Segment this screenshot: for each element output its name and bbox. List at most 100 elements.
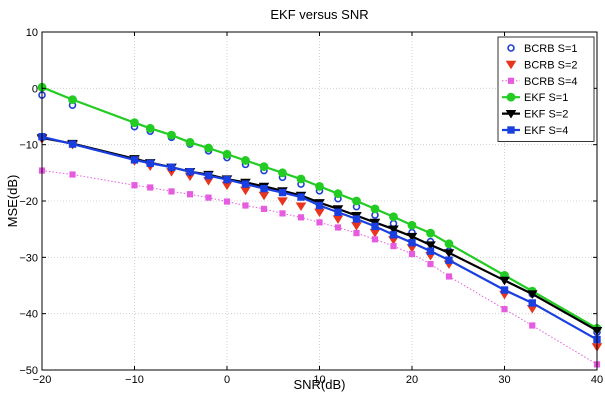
data-point	[388, 225, 399, 235]
legend-item: BCRB S=1	[507, 43, 578, 55]
chart-title: EKF versus SNR	[270, 7, 368, 22]
data-point	[145, 123, 155, 133]
data-point	[427, 260, 434, 268]
data-point	[131, 182, 138, 189]
data-point	[353, 230, 360, 237]
data-point	[186, 191, 194, 198]
data-point	[240, 186, 251, 196]
x-axis-label: SNR(dB)	[293, 377, 345, 392]
data-point	[68, 140, 77, 148]
data-point	[408, 238, 416, 247]
data-point	[241, 180, 250, 188]
x-tick-label: 30	[498, 374, 510, 386]
data-point	[147, 184, 154, 191]
data-point	[352, 196, 361, 206]
legend-label: EKF S=4	[524, 125, 568, 137]
data-point	[370, 204, 380, 214]
y-tick-label: −40	[19, 309, 38, 321]
data-point	[168, 188, 175, 195]
data-point	[443, 249, 455, 258]
data-point	[406, 232, 418, 242]
series-layer	[36, 82, 603, 368]
series-bcrb-s-4	[38, 167, 601, 368]
legend-label: BCRB S=1	[524, 43, 578, 55]
x-tick-label: 40	[591, 374, 603, 386]
y-tick-label: 0	[32, 83, 38, 95]
data-point	[167, 130, 176, 140]
data-point	[334, 224, 342, 231]
y-tick-label: −30	[19, 252, 38, 264]
data-point	[528, 299, 536, 307]
y-tick-label: −20	[19, 196, 38, 208]
data-point	[444, 239, 454, 249]
data-point	[185, 138, 195, 147]
data-point	[296, 174, 306, 184]
data-point	[529, 322, 536, 329]
data-point	[408, 250, 416, 258]
data-point	[445, 256, 453, 264]
legend-box	[497, 36, 595, 142]
data-point	[500, 286, 509, 294]
y-tick-label: −10	[19, 140, 38, 152]
data-point	[316, 219, 323, 226]
y-tick-label: 10	[26, 27, 38, 39]
legend-label: BCRB S=2	[524, 59, 578, 71]
data-point	[278, 168, 287, 178]
data-point	[314, 208, 325, 218]
data-point	[130, 156, 139, 164]
data-point	[69, 171, 76, 178]
series-ekf-s-4	[38, 133, 601, 344]
x-tick-label: 0	[224, 374, 230, 386]
data-point	[258, 191, 270, 201]
legend-marker	[507, 126, 515, 134]
data-point	[167, 163, 176, 171]
legend-marker	[507, 77, 515, 84]
data-point	[130, 118, 139, 128]
legend-label: EKF S=1	[524, 92, 568, 104]
data-point	[260, 205, 268, 212]
data-point	[315, 201, 324, 210]
data-point	[222, 149, 232, 159]
data-point	[407, 220, 417, 230]
data-point	[369, 228, 381, 238]
data-point	[204, 143, 213, 153]
data-point	[371, 236, 379, 243]
x-tick-label: 10	[313, 374, 325, 386]
x-tick-label: −20	[33, 374, 52, 386]
data-point	[425, 241, 436, 250]
data-point	[277, 197, 288, 206]
data-point	[295, 202, 307, 211]
data-point	[333, 189, 343, 199]
data-point	[501, 306, 508, 313]
data-point	[205, 194, 212, 201]
data-point	[426, 247, 435, 255]
data-point	[186, 168, 194, 176]
data-point	[223, 175, 231, 184]
data-point	[389, 231, 398, 239]
data-point	[260, 184, 268, 193]
x-tick-label: −10	[125, 374, 144, 386]
x-tick-label: 20	[406, 374, 418, 386]
legend-item: BCRB S=4	[502, 76, 578, 88]
data-point	[351, 222, 362, 231]
legend-label: EKF S=2	[524, 109, 568, 121]
data-point	[390, 242, 397, 250]
data-point	[526, 290, 538, 299]
data-point	[279, 210, 286, 217]
legend-label: BCRB S=4	[524, 76, 578, 88]
legend-item: EKF S=2	[502, 109, 568, 121]
series-bcrb-s-2	[36, 135, 603, 352]
series-line	[41, 136, 598, 332]
y-axis-label: MSE(dB)	[5, 175, 20, 228]
data-point	[242, 202, 249, 209]
data-point	[445, 273, 453, 280]
data-point	[146, 159, 154, 167]
data-point	[499, 276, 510, 286]
data-point	[371, 222, 379, 231]
legend-marker	[507, 44, 515, 52]
series-ekf-s-1	[37, 82, 602, 333]
data-point	[334, 208, 342, 216]
legend: BCRB S=1 BCRB S=2 BCRB S=4 EKF S=1 EKF S=2 EK…	[497, 36, 595, 142]
legend-marker	[505, 60, 517, 70]
